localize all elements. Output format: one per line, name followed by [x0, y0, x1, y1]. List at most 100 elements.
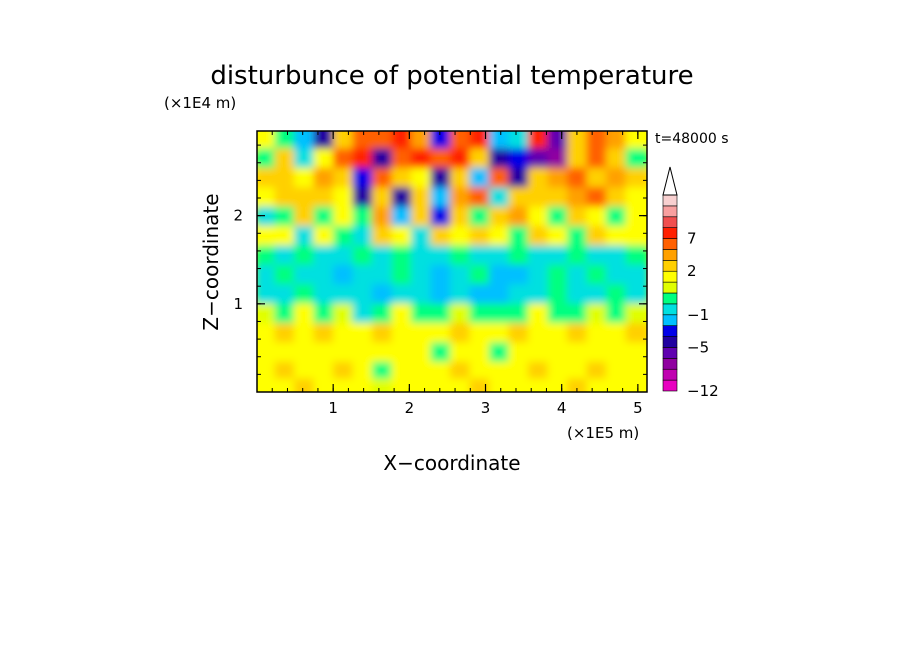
- heatmap-cell: [430, 187, 454, 211]
- heatmap-cell: [567, 361, 591, 383]
- heatmap-cell: [508, 322, 532, 347]
- x-tick-label: 2: [405, 399, 415, 417]
- heatmap-cell: [430, 206, 454, 230]
- heatmap-cell: [391, 187, 415, 211]
- heatmap-cell: [391, 284, 415, 308]
- heatmap-cell: [430, 245, 454, 269]
- heatmap-cell: [625, 206, 647, 230]
- heatmap-cell: [372, 264, 396, 289]
- heatmap-cell: [274, 342, 298, 366]
- heatmap-cell: [372, 148, 396, 172]
- heatmap-cell: [294, 245, 318, 269]
- heatmap-cell: [333, 167, 357, 192]
- heatmap-cell: [411, 206, 435, 230]
- heatmap-cell: [372, 206, 396, 230]
- colorbar-extend-arrow: [662, 166, 678, 196]
- heatmap-cell: [372, 225, 396, 250]
- colorbar-swatch: [662, 216, 678, 228]
- x-tick-label: 1: [328, 399, 338, 417]
- heatmap-cell: [469, 206, 493, 230]
- heatmap-cell: [625, 167, 647, 192]
- heatmap-cell: [274, 245, 298, 269]
- y-axis-label: Z−coordinate: [199, 193, 223, 330]
- colorbar-swatch: [662, 281, 678, 294]
- heatmap-cell: [469, 284, 493, 308]
- heatmap-cell: [508, 245, 532, 269]
- heatmap-cell: [489, 131, 513, 153]
- heatmap-cell: [313, 322, 337, 347]
- time-label: t=48000 s: [655, 131, 729, 147]
- heatmap-cell: [333, 245, 357, 269]
- heatmap-cell: [257, 322, 279, 347]
- heatmap-cell: [294, 303, 318, 327]
- heatmap-cell: [294, 322, 318, 347]
- heatmap-cell: [469, 245, 493, 269]
- heatmap-cell: [333, 148, 357, 172]
- heatmap-cell: [294, 284, 318, 308]
- heatmap-cell: [274, 264, 298, 289]
- heatmap-cell: [508, 284, 532, 308]
- heatmap-cell: [625, 322, 647, 347]
- heatmap-cell: [450, 148, 474, 172]
- heatmap-cell: [450, 131, 474, 153]
- heatmap-cell: [528, 245, 552, 269]
- heatmap-cell: [606, 206, 630, 230]
- heatmap-cell: [411, 361, 435, 383]
- heatmap-cell: [313, 131, 337, 153]
- heatmap-cell: [274, 148, 298, 172]
- heatmap-cell: [430, 322, 454, 347]
- heatmap-cell: [333, 342, 357, 366]
- heatmap-cell: [547, 284, 571, 308]
- colorbar-swatch: [662, 249, 678, 261]
- heatmap-cell: [257, 245, 279, 269]
- colorbar-swatch: [662, 336, 678, 348]
- heatmap-cell: [489, 148, 513, 172]
- heatmap-cell: [547, 303, 571, 327]
- heatmap-cell: [508, 206, 532, 230]
- x-axis-label: X−coordinate: [383, 451, 520, 475]
- heatmap-cell: [257, 342, 279, 366]
- heatmap-cell: [294, 148, 318, 172]
- heatmap-cell: [372, 131, 396, 153]
- x-tick-label: 5: [633, 399, 643, 417]
- heatmap-cell: [547, 187, 571, 211]
- heatmap-cell: [257, 167, 279, 192]
- heatmap-cell: [450, 264, 474, 289]
- heatmap-cell: [333, 225, 357, 250]
- heatmap-cell: [508, 303, 532, 327]
- heatmap-cell: [430, 148, 454, 172]
- heatmap-cell: [352, 131, 376, 153]
- heatmap-cell: [528, 264, 552, 289]
- heatmap-cell: [257, 206, 279, 230]
- heatmap-cell: [430, 342, 454, 366]
- colorbar-tick-label: 7: [687, 230, 697, 248]
- heatmap-cell: [586, 167, 610, 192]
- heatmap-cell: [606, 148, 630, 172]
- heatmap-cell: [294, 131, 318, 153]
- heatmap-cell: [547, 167, 571, 192]
- heatmap-cell: [257, 378, 279, 392]
- heatmap-cell: [352, 378, 376, 392]
- heatmap-cell: [469, 187, 493, 211]
- colorbar-swatch: [662, 347, 678, 359]
- colorbar-swatch: [662, 325, 678, 337]
- colorbar-swatch: [662, 368, 678, 381]
- heatmap-cell: [586, 148, 610, 172]
- heatmap-cell: [313, 206, 337, 230]
- heatmap-cell: [391, 206, 415, 230]
- heatmap-cell: [547, 322, 571, 347]
- heatmap-cell: [489, 206, 513, 230]
- colorbar-swatch: [662, 227, 678, 239]
- heatmap-cell: [586, 206, 610, 230]
- heatmap-cell: [586, 187, 610, 211]
- x-tick-label: 4: [557, 399, 567, 417]
- heatmap-cell: [391, 342, 415, 366]
- heatmap-cell: [333, 206, 357, 230]
- heatmap-cell: [567, 225, 591, 250]
- heatmap-cell: [391, 264, 415, 289]
- heatmap-cell: [391, 167, 415, 192]
- heatmap-cell: [606, 167, 630, 192]
- heatmap-cell: [313, 303, 337, 327]
- heatmap-cell: [606, 284, 630, 308]
- heatmap-cell: [372, 187, 396, 211]
